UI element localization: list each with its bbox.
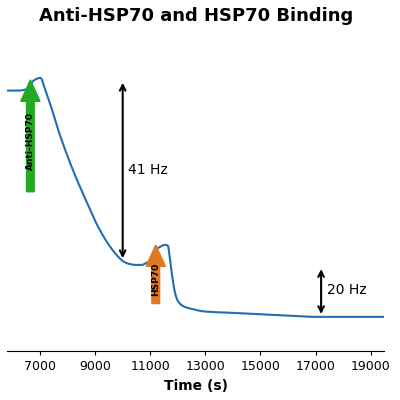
Title: Anti-HSP70 and HSP70 Binding: Anti-HSP70 and HSP70 Binding bbox=[38, 7, 353, 25]
FancyArrow shape bbox=[146, 245, 166, 304]
Text: Anti-HSP70: Anti-HSP70 bbox=[26, 112, 35, 170]
Text: 41 Hz: 41 Hz bbox=[128, 164, 168, 178]
FancyArrow shape bbox=[21, 80, 40, 192]
Text: HSP70: HSP70 bbox=[151, 263, 160, 296]
X-axis label: Time (s): Time (s) bbox=[164, 379, 228, 393]
Text: 20 Hz: 20 Hz bbox=[327, 283, 366, 297]
